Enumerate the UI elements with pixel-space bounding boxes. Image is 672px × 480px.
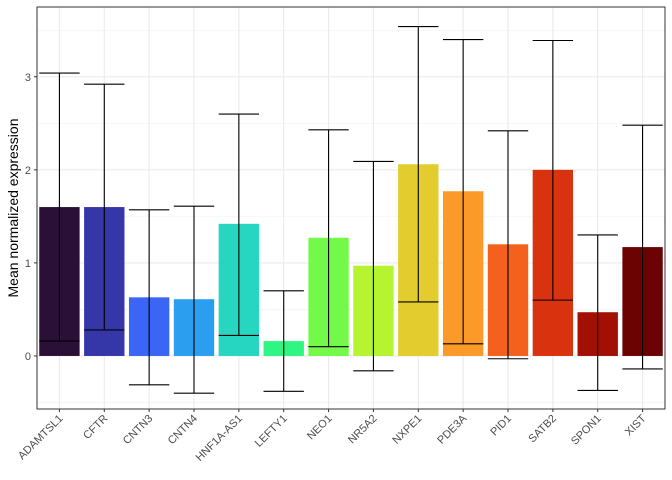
x-tick-label: HNF1A-AS1 (194, 413, 245, 464)
y-tick-label: 1 (25, 258, 31, 270)
x-tick-label: XIST (623, 412, 649, 438)
x-tick-label: ADAMTSL1 (16, 413, 66, 463)
x-tick-label: LEFTY1 (253, 413, 290, 450)
x-tick-label: NEO1 (305, 413, 335, 443)
y-axis-title: Mean normalized expression (5, 119, 21, 298)
error-bars (39, 25, 663, 394)
x-tick-label: NR5A2 (346, 413, 380, 447)
x-tick-label: SPON1 (569, 413, 604, 448)
x-tick-label: CNTN4 (166, 413, 200, 447)
x-tick-label: NXPE1 (390, 413, 424, 447)
y-tick-label: 0 (25, 351, 31, 363)
x-tick-label: CNTN3 (121, 413, 155, 447)
x-tick-label: CFTR (81, 413, 110, 442)
y-tick-label: 2 (25, 165, 31, 177)
y-tick-label: 3 (25, 72, 31, 84)
x-tick-label: SATB2 (526, 413, 559, 446)
y-axis: 0 1 2 3 (25, 72, 37, 363)
x-tick-label: PDE3A (435, 412, 469, 446)
x-tick-label: PID1 (488, 413, 514, 439)
plot-border (36, 6, 666, 410)
